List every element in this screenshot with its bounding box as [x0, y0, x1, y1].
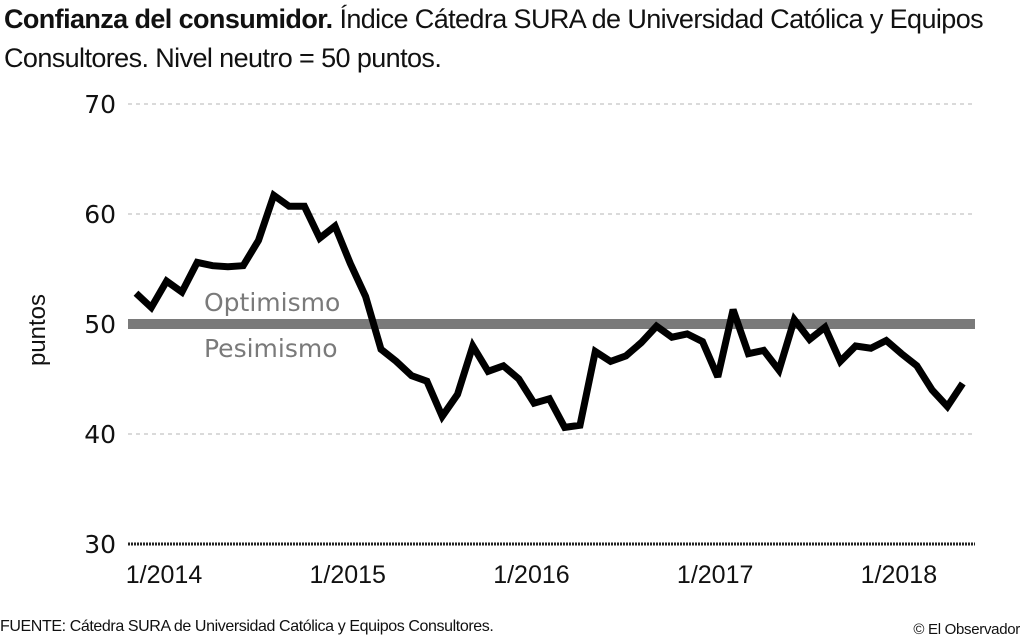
- source-note: FUENTE: Cátedra SURA de Universidad Cató…: [0, 618, 494, 635]
- x-tick-label: 1/2015: [309, 561, 385, 589]
- x-tick-label: 1/2017: [677, 561, 753, 589]
- neutral-reference: [128, 319, 975, 329]
- chart-title: Confianza del consumidor. Índice Cátedra…: [4, 0, 1019, 78]
- y-tick-label: 40: [84, 420, 116, 449]
- chart-subtitle: Índice Cátedra SURA de Universidad Catól…: [4, 4, 984, 73]
- series-group: [133, 189, 966, 432]
- x-tick-label: 1/2016: [493, 561, 569, 589]
- y-tick-label: 70: [84, 90, 116, 119]
- y-tick-label: 50: [84, 310, 116, 339]
- y-axis-label: puntos: [24, 294, 51, 366]
- pessimism-label: Pesimismo: [204, 334, 338, 363]
- y-axis-ticks: 30 40 50 60 70: [84, 90, 116, 559]
- y-tick-label: 60: [84, 200, 116, 229]
- copyright-note: © El Observador: [913, 621, 1020, 638]
- x-tick-label: 1/2014: [126, 561, 203, 589]
- optimism-label: Optimismo: [204, 288, 340, 317]
- y-tick-label: 30: [84, 530, 116, 559]
- chart-title-bold: Confianza del consumidor.: [4, 4, 333, 34]
- x-tick-label: 1/2018: [861, 561, 937, 589]
- x-axis-ticks: 1/2014 1/2015 1/2016 1/2017 1/2018: [126, 561, 937, 589]
- neutral-band: [128, 319, 975, 329]
